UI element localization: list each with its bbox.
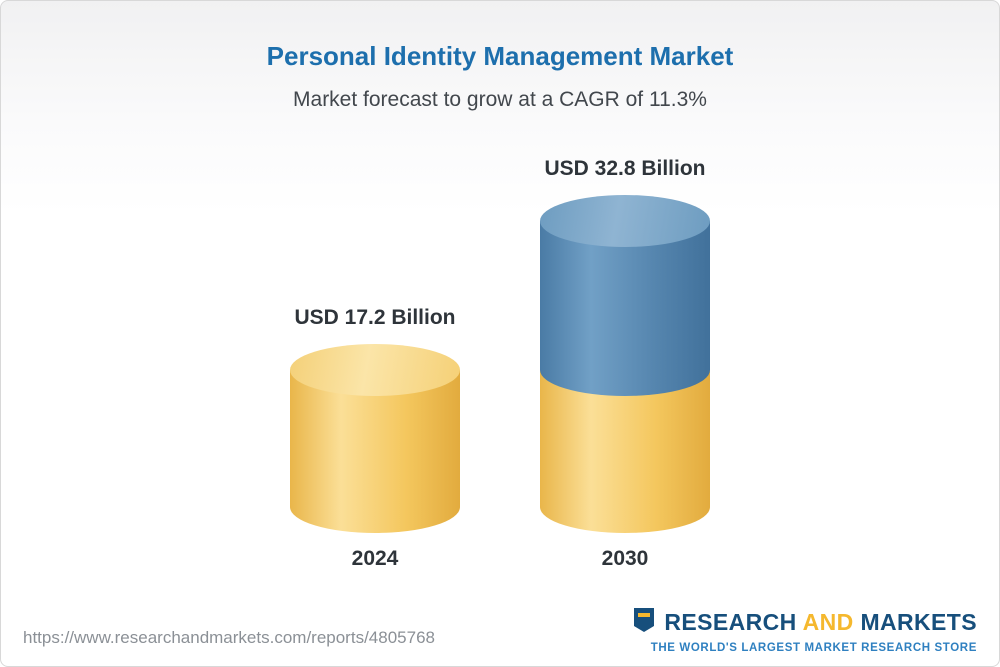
- value-label-2030: USD 32.8 Billion: [544, 157, 706, 181]
- value-label-2024: USD 17.2 Billion: [294, 305, 456, 329]
- logo-tagline: THE WORLD'S LARGEST MARKET RESEARCH STOR…: [650, 642, 977, 654]
- bar-2024: USD 17.2 Billion 2024: [290, 306, 460, 571]
- logo-word-and: AND: [802, 609, 854, 635]
- logo-wordmark: RESEARCH AND MARKETS: [664, 609, 977, 636]
- research-and-markets-logo: RESEARCH AND MARKETS THE WORLD'S LARGEST…: [632, 607, 977, 654]
- page-title: Personal Identity Management Market: [266, 41, 734, 71]
- report-url: https://www.researchandmarkets.com/repor…: [23, 628, 435, 647]
- year-label-2024: 2024: [351, 547, 399, 570]
- year-label-2030: 2030: [601, 547, 649, 570]
- cylinder-2030: [540, 195, 710, 533]
- logo-word-markets: MARKETS: [860, 609, 977, 635]
- cylinder-2024: [290, 343, 460, 533]
- cylinder-segment-2030-base: [540, 369, 710, 533]
- logo-word-research: RESEARCH: [664, 609, 797, 635]
- bar-2030: USD 32.8 Billion 2030: [540, 157, 710, 571]
- logo-flag-icon: [632, 607, 656, 638]
- page-subtitle: Market forecast to grow at a CAGR of 11.…: [293, 88, 707, 111]
- cylinder-cap-2024: [290, 343, 460, 396]
- logo-row: RESEARCH AND MARKETS: [632, 607, 977, 638]
- cylinder-segment-2024-base: [290, 369, 460, 533]
- cylinder-segment-2030-growth: [540, 221, 710, 396]
- header: Personal Identity Management Market Mark…: [1, 1, 999, 112]
- cylinder-cap-2030: [540, 195, 710, 248]
- cylinder-chart: USD 17.2 Billion 2024 USD 32.8 Billion 2…: [1, 157, 999, 571]
